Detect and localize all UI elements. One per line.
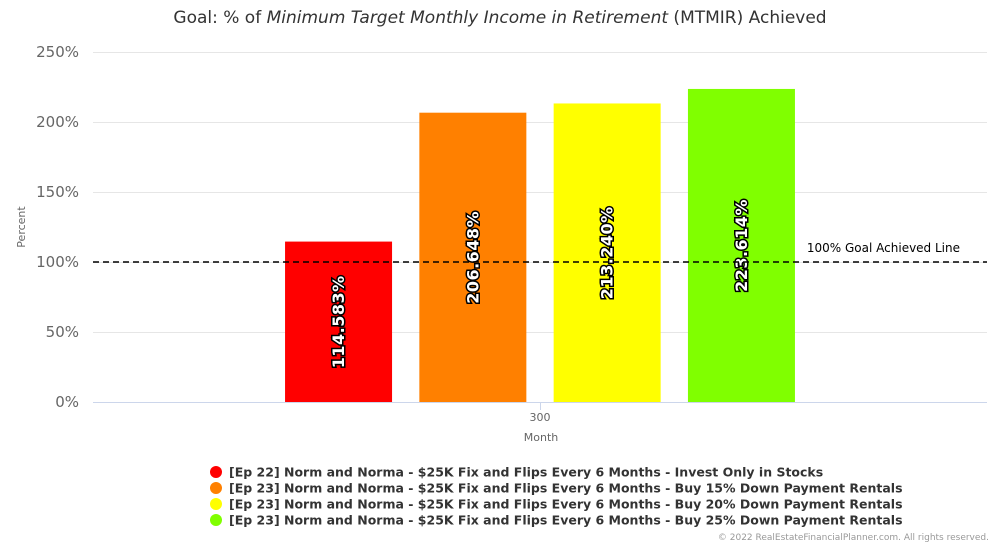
y-tick-label: 100% (36, 253, 79, 271)
legend-label: [Ep 22] Norm and Norma - $25K Fix and Fl… (229, 465, 823, 480)
legend-label: [Ep 23] Norm and Norma - $25K Fix and Fl… (229, 481, 903, 496)
y-tick-label: 150% (36, 183, 79, 201)
legend-item[interactable]: [Ep 23] Norm and Norma - $25K Fix and Fl… (210, 497, 903, 512)
y-tick-label: 250% (36, 43, 79, 61)
legend-label: [Ep 23] Norm and Norma - $25K Fix and Fl… (229, 513, 903, 528)
chart-title: Goal: % of Minimum Target Monthly Income… (173, 8, 826, 28)
legend: [Ep 22] Norm and Norma - $25K Fix and Fl… (210, 465, 903, 528)
x-tick-label: 300 (530, 411, 551, 424)
goal-line-group: 100% Goal Achieved Line (93, 241, 987, 263)
bar[interactable] (687, 88, 795, 402)
legend-item[interactable]: [Ep 22] Norm and Norma - $25K Fix and Fl… (210, 465, 823, 480)
legend-marker (210, 498, 222, 510)
goal-line-label: 100% Goal Achieved Line (807, 241, 960, 255)
bar[interactable] (553, 103, 661, 403)
bar[interactable] (419, 112, 527, 402)
bar-data-label: 223.614% (732, 199, 751, 292)
bar-data-label: 114.583% (329, 275, 348, 368)
legend-label: [Ep 23] Norm and Norma - $25K Fix and Fl… (229, 497, 903, 512)
credit-text: © 2022 RealEstateFinancialPlanner.com. A… (718, 533, 989, 543)
y-tick-label: 50% (46, 323, 79, 341)
gridlines (93, 52, 987, 333)
y-axis-label: Percent (15, 206, 28, 248)
y-axis-ticks: 0% 50% 100% 150% 200% 250% (36, 43, 79, 411)
bar-data-label: 206.648% (463, 211, 482, 304)
x-axis-ticks: 300 (530, 402, 551, 424)
legend-item[interactable]: [Ep 23] Norm and Norma - $25K Fix and Fl… (210, 481, 903, 496)
bar-data-label: 213.240% (598, 206, 617, 299)
legend-marker (210, 514, 222, 526)
bars: 114.583% 206.648% 213.240% 223.614% (285, 88, 795, 403)
y-tick-label: 200% (36, 113, 79, 131)
legend-item[interactable]: [Ep 23] Norm and Norma - $25K Fix and Fl… (210, 513, 903, 528)
y-tick-label: 0% (55, 393, 79, 411)
legend-marker (210, 482, 222, 494)
x-axis-label: Month (524, 431, 559, 444)
bar[interactable] (285, 241, 393, 402)
legend-marker (210, 466, 222, 478)
